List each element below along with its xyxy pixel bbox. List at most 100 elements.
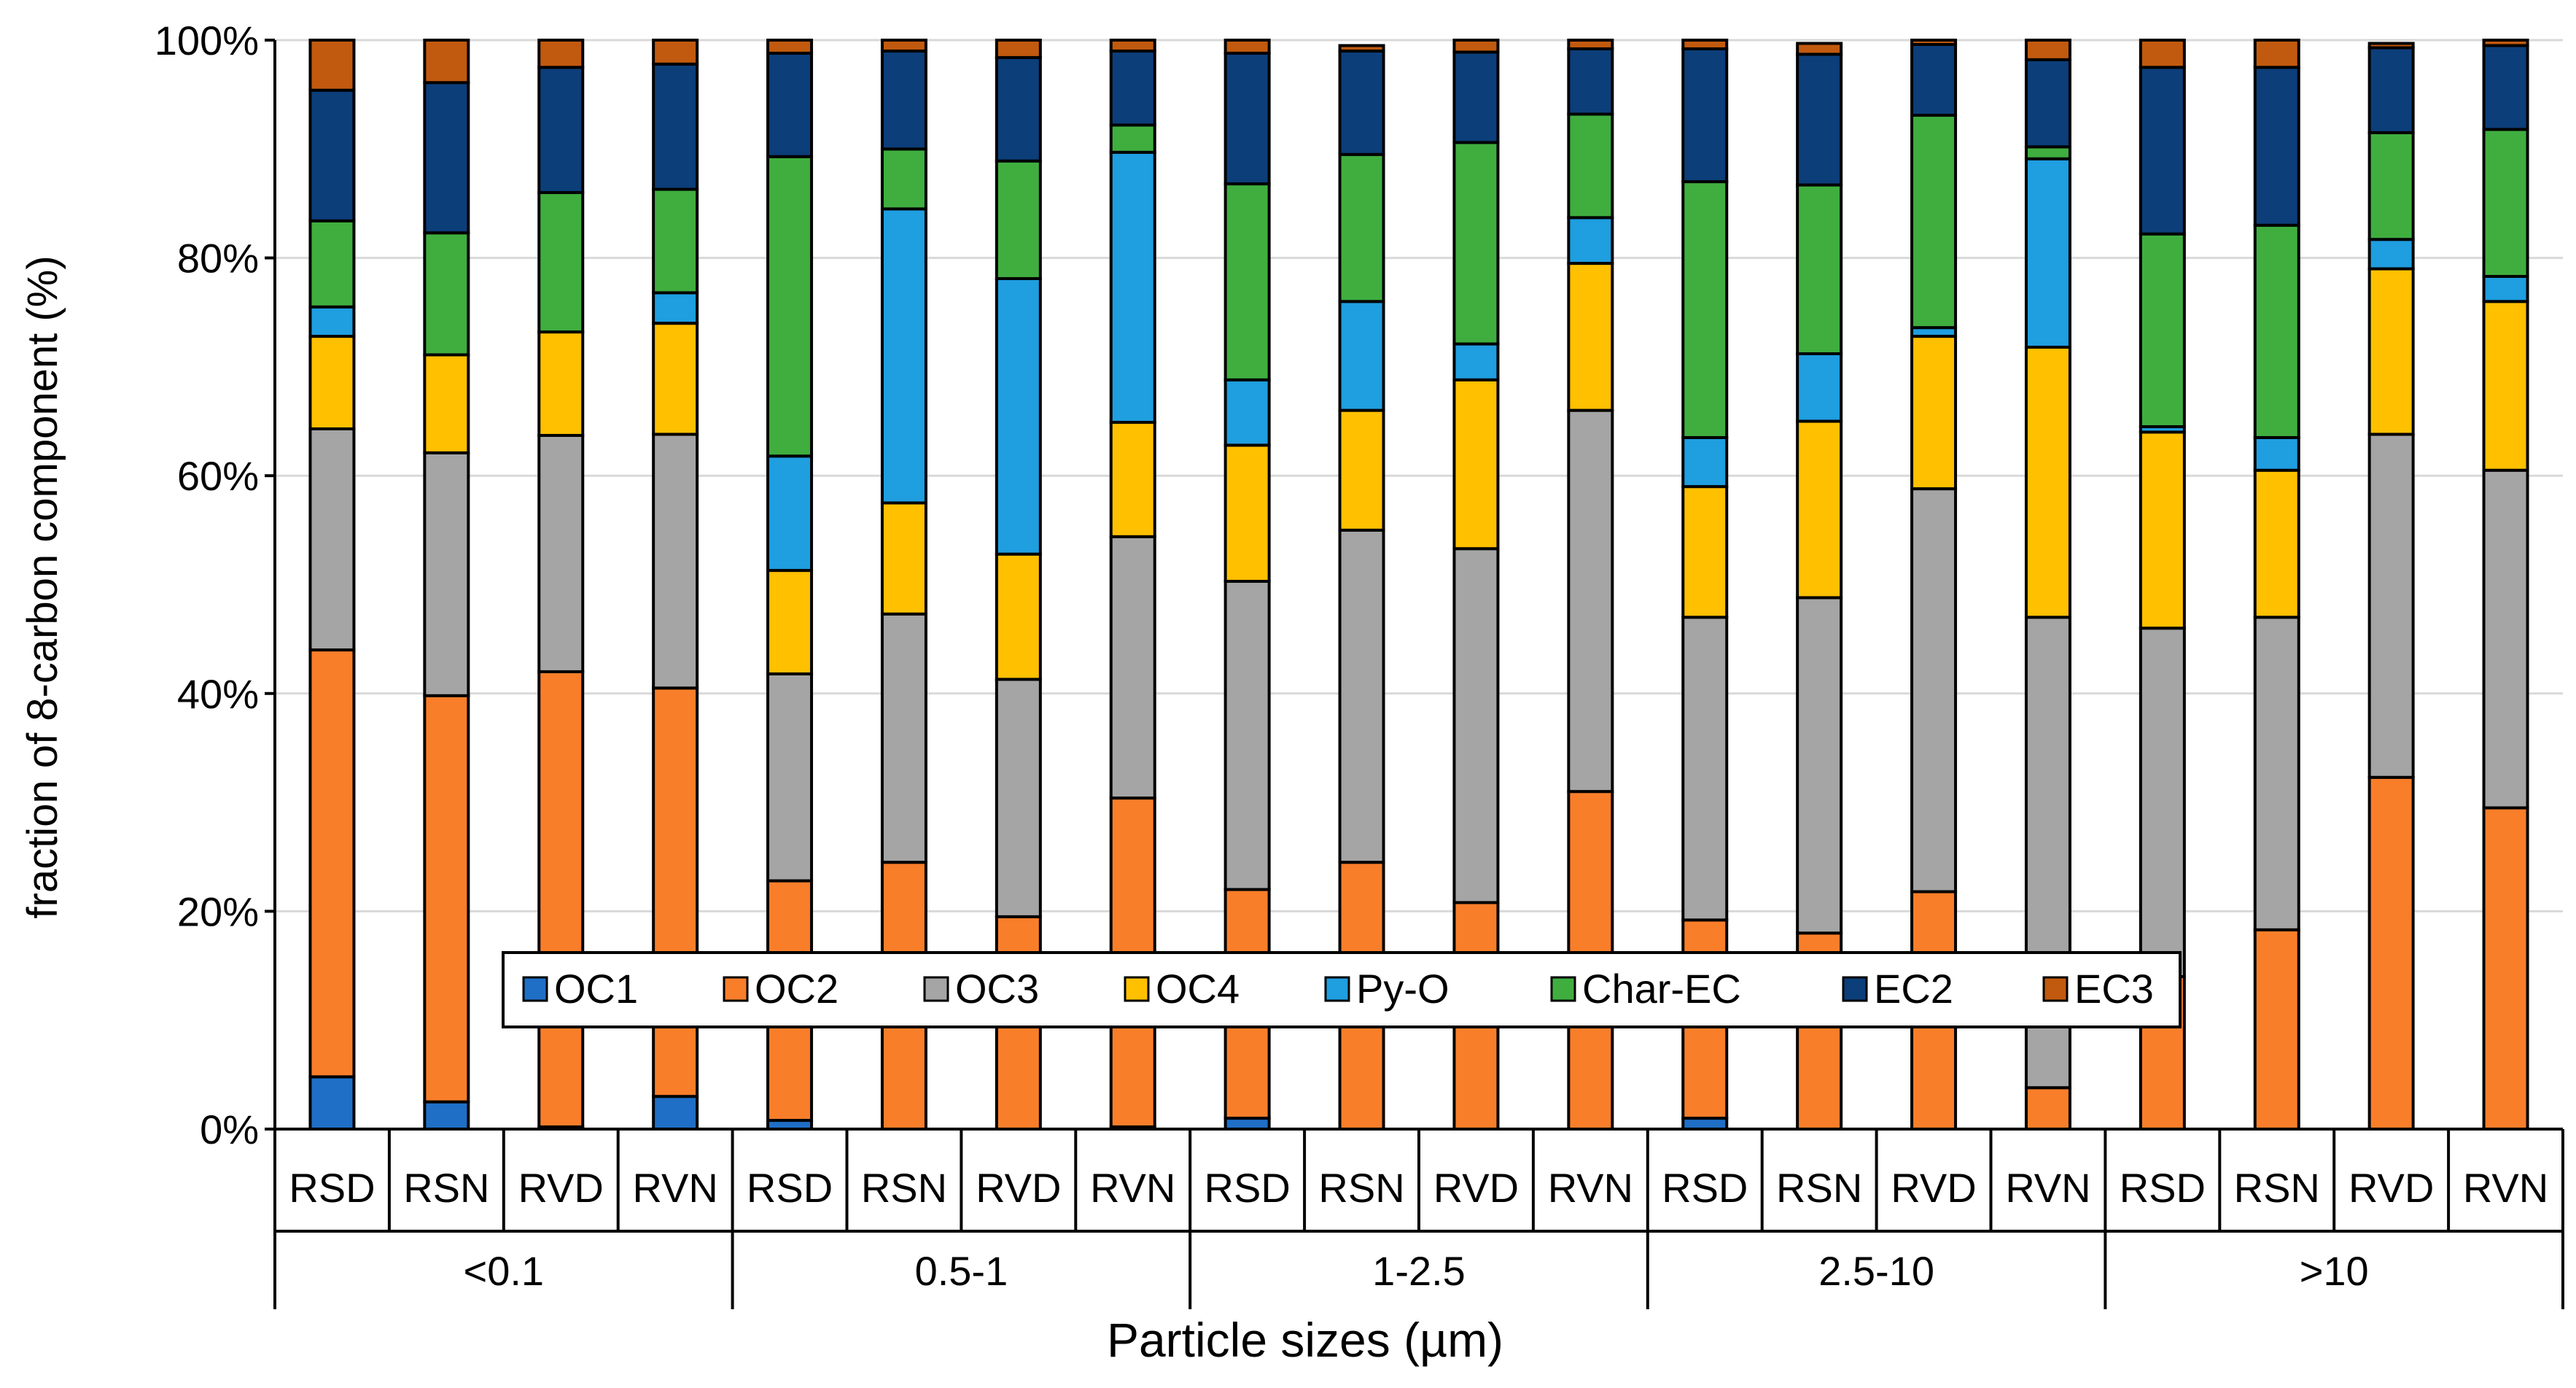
legend-label-oc4: OC4: [1156, 966, 1240, 1012]
bar-segment-ec3: [2367, 42, 2415, 50]
bar-segment-ec2: [423, 81, 470, 235]
legend-swatch-char-ec: [1550, 976, 1576, 1002]
bar-segment-ec3: [2024, 39, 2071, 61]
bar-segment-ec2: [2139, 66, 2186, 236]
bar-segment-oc2: [2482, 806, 2529, 1131]
bar-segment-ec3: [1567, 39, 1614, 50]
x-group-label: 2.5-10: [1818, 1248, 1934, 1294]
bar-segment-py-o: [308, 305, 356, 338]
legend-swatch-oc3: [923, 976, 949, 1002]
bar-segment-oc4: [2024, 346, 2071, 619]
bar-segment-char-ec: [1910, 114, 1958, 330]
bar-segment-ec3: [2139, 39, 2186, 69]
bar-segment-oc3: [1338, 528, 1385, 864]
bar-segment-oc2: [308, 648, 356, 1079]
bar-segment-py-o: [2482, 274, 2529, 303]
x-group-label: <0.1: [464, 1248, 545, 1294]
bar-segment-oc4: [1338, 408, 1385, 532]
bar-segment-ec2: [2367, 46, 2415, 134]
y-tick-label: 100%: [155, 18, 259, 63]
bar-segment-ec2: [308, 88, 356, 222]
bar-segment-ec3: [1796, 42, 1843, 56]
bar-segment-char-ec: [423, 231, 470, 357]
bar-segment-py-o: [1223, 378, 1271, 447]
bar-segment-char-ec: [1681, 180, 1729, 439]
bar-segment-oc4: [1681, 485, 1729, 619]
bar-segment-char-ec: [1567, 112, 1614, 220]
bar-segment-oc4: [308, 335, 356, 431]
x-group-label: 1-2.5: [1372, 1248, 1466, 1294]
bar-segment-ec3: [1910, 39, 1958, 46]
legend-swatch-oc2: [723, 976, 749, 1002]
bar-segment-oc3: [1681, 616, 1729, 922]
bar-segment-ec3: [1223, 39, 1271, 55]
bar-segment-oc1: [652, 1095, 699, 1131]
x-category-label: RSN: [1318, 1165, 1404, 1211]
legend-swatch-ec3: [2042, 976, 2069, 1002]
bar-segment-oc3: [1223, 580, 1271, 891]
bar-segment-oc3: [423, 451, 470, 697]
bar-segment-oc4: [1223, 443, 1271, 583]
bar-segment-oc3: [880, 612, 927, 864]
x-category-label: RSD: [1662, 1165, 1748, 1211]
bar-segment-oc2: [423, 694, 470, 1104]
bar-segment-oc4: [766, 569, 814, 675]
bar-segment-char-ec: [652, 187, 699, 295]
bar-segment-oc4: [652, 322, 699, 436]
x-group-label: 0.5-1: [915, 1248, 1008, 1294]
x-category-label: RVN: [1090, 1165, 1175, 1211]
bar-segment-ec2: [1567, 47, 1614, 116]
bar-segment-oc3: [1567, 408, 1614, 794]
bar-segment-oc4: [2253, 468, 2300, 619]
bar-segment-oc1: [308, 1075, 356, 1131]
bar-segment-oc3: [1109, 535, 1156, 800]
bar-segment-oc4: [995, 552, 1042, 681]
bar-segment-oc3: [2253, 616, 2300, 931]
bar-segment-py-o: [1567, 216, 1614, 265]
x-category-label: RSD: [2120, 1165, 2206, 1211]
x-category-label: RVN: [1548, 1165, 1633, 1211]
bar-segment-ec3: [652, 39, 699, 66]
bar-segment-oc3: [537, 433, 585, 673]
bar-segment-char-ec: [995, 159, 1042, 280]
y-tick-label: 60%: [177, 453, 259, 499]
bar-segment-ec3: [2253, 39, 2300, 69]
bar-segment-oc3: [766, 672, 814, 883]
x-category-label: RSN: [2234, 1165, 2320, 1211]
bar-segment-oc1: [423, 1100, 470, 1131]
bar-segment-ec2: [2024, 58, 2071, 149]
legend-label-oc2: OC2: [755, 966, 838, 1012]
bar-segment-ec3: [880, 39, 927, 53]
bar-segment-oc2: [2253, 928, 2300, 1131]
legend-swatch-py-o: [1324, 976, 1350, 1002]
bar-segment-oc4: [880, 501, 927, 616]
bar-segment-py-o: [652, 291, 699, 325]
bar-segment-oc3: [1452, 547, 1500, 904]
bar-segment-char-ec: [2367, 131, 2415, 241]
x-category-label: RVN: [2463, 1165, 2548, 1211]
x-category-label: RSD: [289, 1165, 375, 1211]
bar-segment-oc4: [2482, 300, 2529, 472]
bar-segment-oc3: [652, 433, 699, 690]
bar-segment-oc1: [1223, 1117, 1271, 1131]
bar-segment-ec3: [423, 39, 470, 85]
bar-segment-ec3: [995, 39, 1042, 59]
bar-segment-oc3: [1910, 487, 1958, 893]
bar-segment-ec2: [1109, 49, 1156, 127]
bar-segment-oc4: [2139, 430, 2186, 630]
bar-segment-ec3: [1109, 39, 1156, 53]
bar-segment-ec3: [1681, 39, 1729, 50]
bar-segment-ec2: [1681, 47, 1729, 184]
bar-segment-oc3: [1796, 596, 1843, 935]
axes: [265, 39, 2564, 1309]
bar-segment-char-ec: [2139, 232, 2186, 429]
bar-segment-oc4: [423, 353, 470, 454]
bar-segment-oc4: [1567, 262, 1614, 412]
y-tick-label: 80%: [177, 236, 259, 282]
bar-segment-py-o: [1681, 435, 1729, 489]
bar-segment-ec2: [880, 49, 927, 151]
bar-segment-ec2: [1452, 50, 1500, 144]
x-category-label: RVD: [518, 1165, 604, 1211]
x-axis-title: Particle sizes (µm): [1107, 1313, 1503, 1367]
